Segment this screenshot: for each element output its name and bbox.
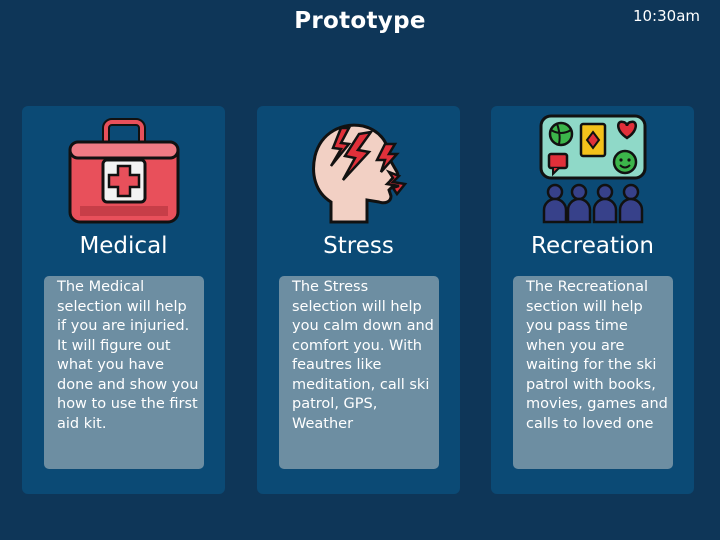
medical-heading: Medical <box>79 233 168 259</box>
recreation-heading: Recreation <box>531 233 654 259</box>
stress-card[interactable]: Stress The Stress selection will help yo… <box>257 106 460 494</box>
recreation-card[interactable]: Recreation The Recreational section will… <box>491 106 694 494</box>
recreation-description: The Recreational section will help you p… <box>513 276 673 469</box>
stress-heading: Stress <box>323 233 394 259</box>
stress-description: The Stress selection will help you calm … <box>279 276 439 469</box>
recreation-group-icon <box>539 114 646 224</box>
medical-description: The Medical selection will help if you a… <box>44 276 204 469</box>
stressed-head-icon <box>311 123 407 224</box>
first-aid-kit-icon <box>68 118 179 224</box>
page-title: Prototype <box>294 8 426 34</box>
medical-card[interactable]: Medical The Medical selection will help … <box>22 106 225 494</box>
clock-time: 10:30am <box>632 7 700 25</box>
